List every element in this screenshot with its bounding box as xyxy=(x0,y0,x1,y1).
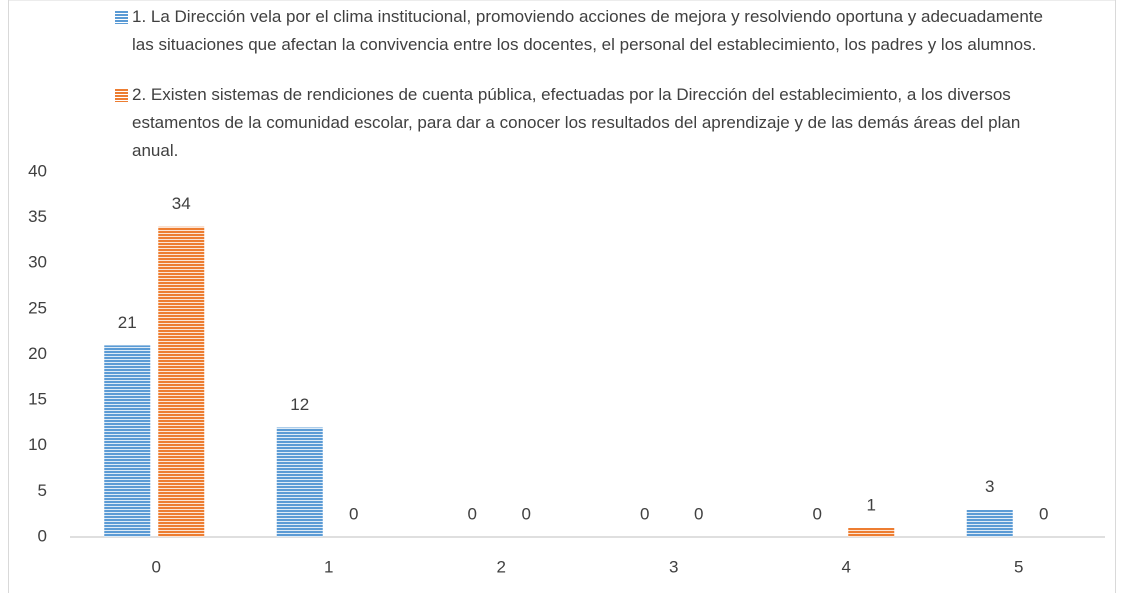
y-tick-label: 30 xyxy=(28,253,47,272)
value-label: 1 xyxy=(867,495,876,514)
y-tick-label: 15 xyxy=(28,390,47,409)
y-tick-label: 25 xyxy=(28,298,47,317)
legend-label: 2. Existen sistemas de rendiciones de cu… xyxy=(132,85,1021,160)
value-label: 0 xyxy=(813,504,822,523)
value-label: 0 xyxy=(468,504,477,523)
bar xyxy=(848,527,895,537)
x-tick-label: 0 xyxy=(152,557,161,576)
bar xyxy=(966,509,1013,537)
x-tick-label: 4 xyxy=(842,557,851,576)
y-tick-label: 35 xyxy=(28,207,47,226)
value-label: 0 xyxy=(522,504,531,523)
legend-entry: 2. Existen sistemas de rendiciones de cu… xyxy=(115,81,1045,165)
y-tick-label: 10 xyxy=(28,435,47,454)
value-label: 0 xyxy=(1039,504,1048,523)
x-tick-label: 1 xyxy=(324,557,333,576)
legend: 1. La Dirección vela por el clima instit… xyxy=(115,3,1045,187)
legend-entry: 1. La Dirección vela por el clima instit… xyxy=(115,3,1045,59)
chart-frame xyxy=(8,0,1116,593)
value-label: 0 xyxy=(349,504,358,523)
bar xyxy=(104,345,151,537)
value-label: 0 xyxy=(640,504,649,523)
y-tick-label: 0 xyxy=(38,526,47,545)
bar xyxy=(158,226,205,537)
legend-label: 1. La Dirección vela por el clima instit… xyxy=(132,7,1043,54)
value-label: 12 xyxy=(290,395,309,414)
value-label: 21 xyxy=(118,313,137,332)
bar xyxy=(276,427,323,537)
x-tick-label: 5 xyxy=(1014,557,1023,576)
y-tick-label: 20 xyxy=(28,344,47,363)
value-label: 34 xyxy=(172,194,191,213)
value-label: 0 xyxy=(694,504,703,523)
y-tick-label: 40 xyxy=(28,161,47,180)
legend-swatch xyxy=(115,11,128,24)
value-label: 3 xyxy=(985,477,994,496)
legend-swatch xyxy=(115,89,128,102)
x-tick-label: 2 xyxy=(497,557,506,576)
y-tick-label: 5 xyxy=(38,481,47,500)
x-tick-label: 3 xyxy=(669,557,678,576)
